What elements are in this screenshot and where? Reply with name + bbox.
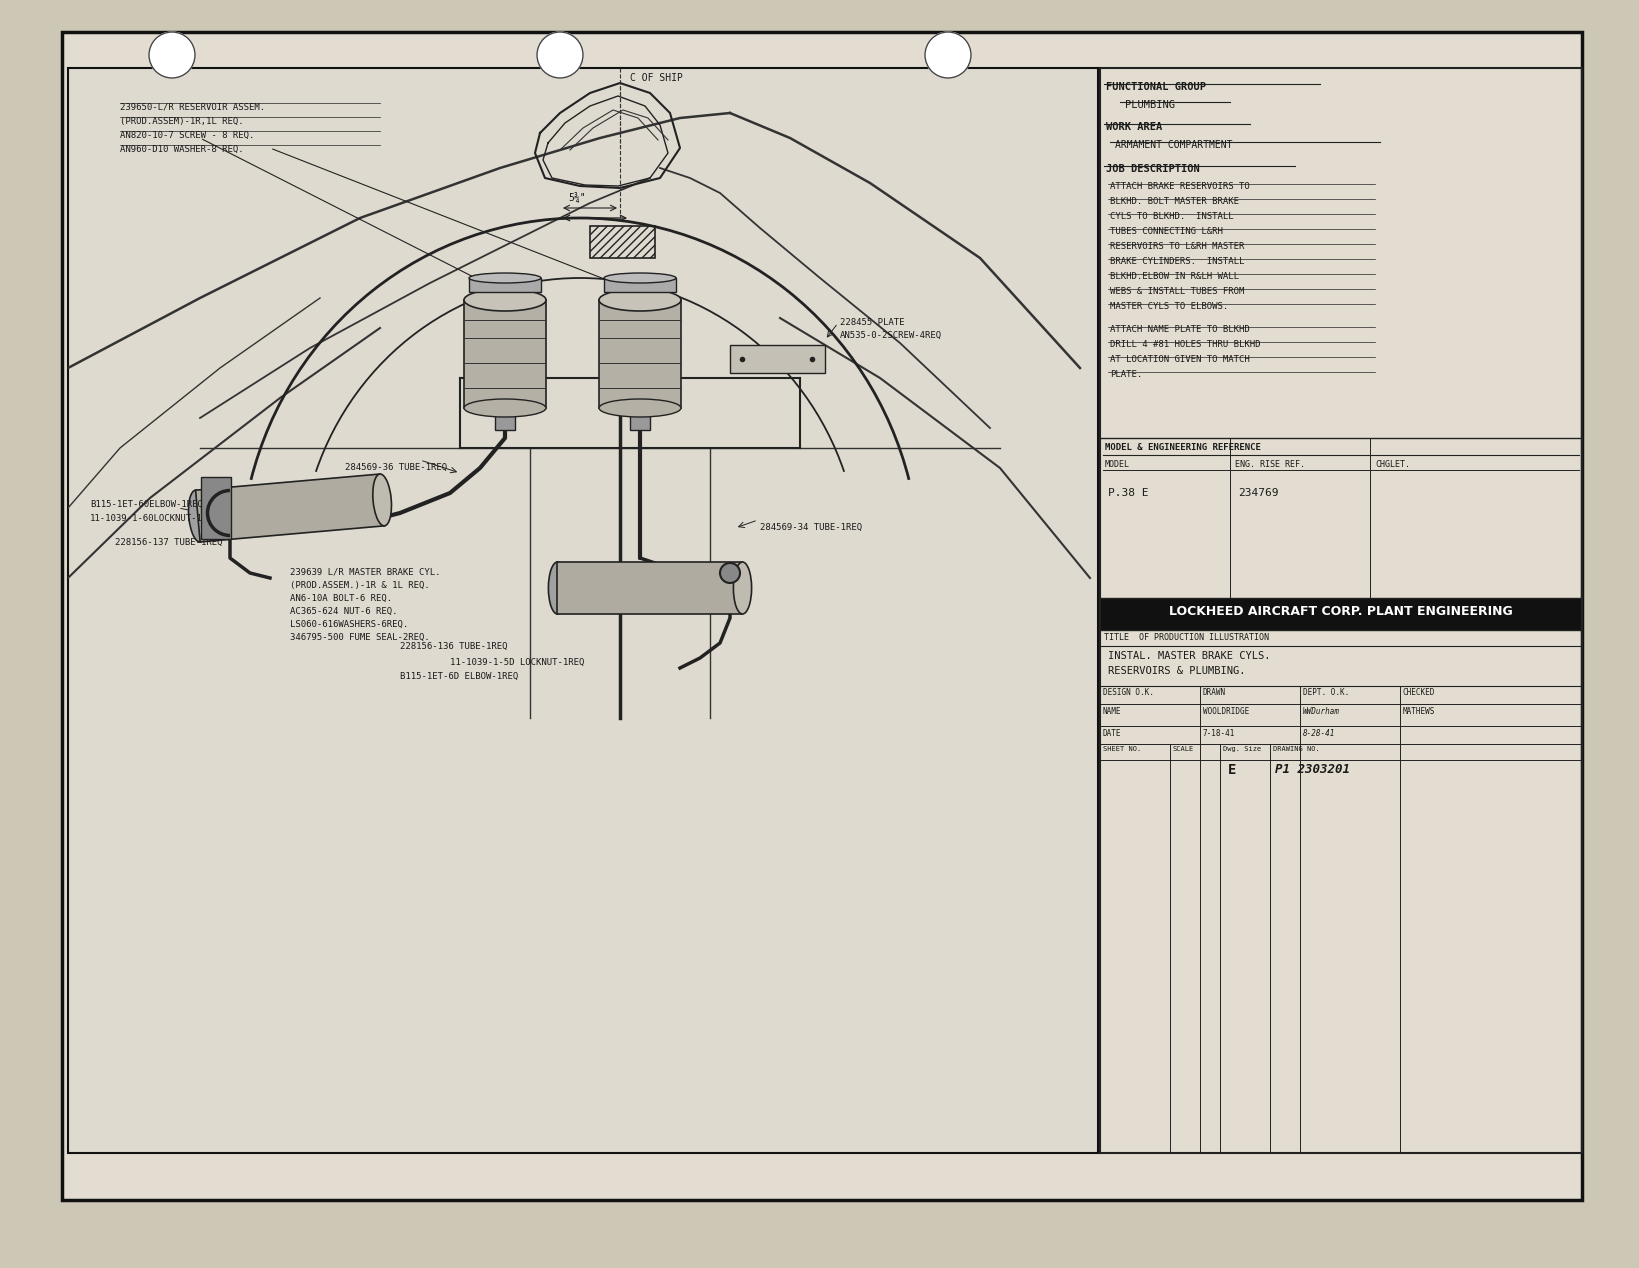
- Text: TITLE  OF PRODUCTION ILLUSTRATION: TITLE OF PRODUCTION ILLUSTRATION: [1103, 633, 1269, 642]
- Text: 234769: 234769: [1237, 488, 1278, 498]
- Text: WWDurham: WWDurham: [1303, 708, 1339, 716]
- Text: 239650-L/R RESERVOIR ASSEM.: 239650-L/R RESERVOIR ASSEM.: [120, 103, 266, 112]
- Text: 284569-34 TUBE-1REQ: 284569-34 TUBE-1REQ: [759, 522, 862, 533]
- Text: DRAWN: DRAWN: [1203, 689, 1226, 697]
- Text: LOCKHEED AIRCRAFT CORP. PLANT ENGINEERING: LOCKHEED AIRCRAFT CORP. PLANT ENGINEERIN…: [1169, 606, 1511, 619]
- Text: LS060-616WASHERS-6REQ.: LS060-616WASHERS-6REQ.: [290, 620, 408, 629]
- Text: P.38 E: P.38 E: [1108, 488, 1147, 498]
- Text: BRAKE CYLINDERS.  INSTALL: BRAKE CYLINDERS. INSTALL: [1110, 257, 1244, 266]
- Text: BLKHD. BOLT MASTER BRAKE: BLKHD. BOLT MASTER BRAKE: [1110, 197, 1237, 205]
- Bar: [672, 301, 680, 408]
- Text: NAME: NAME: [1103, 708, 1121, 716]
- Text: (PROD.ASSEM)-1R,1L REQ.: (PROD.ASSEM)-1R,1L REQ.: [120, 117, 244, 126]
- Ellipse shape: [188, 491, 207, 541]
- Bar: [598, 301, 680, 408]
- Polygon shape: [195, 474, 384, 541]
- Text: FUNCTIONAL GROUP: FUNCTIONAL GROUP: [1105, 82, 1205, 93]
- Text: TUBES CONNECTING L&RH: TUBES CONNECTING L&RH: [1110, 227, 1223, 236]
- Bar: [464, 301, 546, 408]
- Ellipse shape: [598, 399, 680, 417]
- Text: SCALE: SCALE: [1172, 746, 1193, 752]
- Bar: [495, 408, 515, 430]
- Text: 7-18-41: 7-18-41: [1203, 729, 1234, 738]
- Text: RESERVOIRS TO L&RH MASTER: RESERVOIRS TO L&RH MASTER: [1110, 242, 1244, 251]
- Text: Dwg. Size: Dwg. Size: [1223, 746, 1260, 752]
- Circle shape: [536, 32, 582, 79]
- Text: 8-28-41: 8-28-41: [1303, 729, 1334, 738]
- Bar: [538, 301, 546, 408]
- Bar: [67, 68, 1098, 1153]
- Text: 11-1039-1-5D LOCKNUT-1REQ: 11-1039-1-5D LOCKNUT-1REQ: [449, 658, 583, 667]
- Text: MODEL & ENGINEERING REFERENCE: MODEL & ENGINEERING REFERENCE: [1105, 443, 1260, 451]
- Ellipse shape: [733, 562, 751, 614]
- Text: WEBS & INSTALL TUBES FROM: WEBS & INSTALL TUBES FROM: [1110, 287, 1244, 295]
- Text: MASTER CYLS TO ELBOWS.: MASTER CYLS TO ELBOWS.: [1110, 302, 1228, 311]
- Text: 228455 PLATE: 228455 PLATE: [839, 318, 905, 327]
- Text: DESIGN O.K.: DESIGN O.K.: [1103, 689, 1154, 697]
- Text: AT LOCATION GIVEN TO MATCH: AT LOCATION GIVEN TO MATCH: [1110, 355, 1249, 364]
- Text: ATTACH BRAKE RESERVOIRS TO: ATTACH BRAKE RESERVOIRS TO: [1110, 183, 1249, 191]
- Text: 239639 L/R MASTER BRAKE CYL.: 239639 L/R MASTER BRAKE CYL.: [290, 568, 441, 577]
- Text: PLATE.: PLATE.: [1110, 370, 1141, 379]
- Text: DRILL 4 #81 HOLES THRU BLKHD: DRILL 4 #81 HOLES THRU BLKHD: [1110, 340, 1260, 349]
- Text: ARMAMENT COMPARTMENT: ARMAMENT COMPARTMENT: [1115, 139, 1233, 150]
- Text: (PROD.ASSEM.)-1R & 1L REQ.: (PROD.ASSEM.)-1R & 1L REQ.: [290, 581, 429, 590]
- Circle shape: [924, 32, 970, 79]
- Text: CHECKED: CHECKED: [1401, 689, 1434, 697]
- Bar: [729, 345, 824, 373]
- Bar: [1100, 598, 1582, 630]
- Text: JOB DESCRIPTION: JOB DESCRIPTION: [1105, 164, 1200, 174]
- Text: AN820-10-7 SCREW - 8 REQ.: AN820-10-7 SCREW - 8 REQ.: [120, 131, 254, 139]
- Ellipse shape: [720, 563, 739, 583]
- Text: 228156-137 TUBE-1REQ: 228156-137 TUBE-1REQ: [115, 538, 223, 547]
- Text: BLKHD.ELBOW IN R&LH WALL: BLKHD.ELBOW IN R&LH WALL: [1110, 273, 1237, 281]
- Text: MODEL: MODEL: [1105, 460, 1129, 469]
- Text: CHGLET.: CHGLET.: [1373, 460, 1410, 469]
- Text: AC365-624 NUT-6 REQ.: AC365-624 NUT-6 REQ.: [290, 607, 397, 616]
- Text: E: E: [1228, 763, 1236, 777]
- Text: SHEET NO.: SHEET NO.: [1103, 746, 1141, 752]
- Text: 346795-500 FUME SEAL-2REQ.: 346795-500 FUME SEAL-2REQ.: [290, 633, 429, 642]
- Text: C OF SHIP: C OF SHIP: [629, 74, 682, 82]
- Bar: [629, 408, 649, 430]
- Ellipse shape: [464, 399, 546, 417]
- Ellipse shape: [469, 273, 541, 283]
- Text: DEPT. O.K.: DEPT. O.K.: [1303, 689, 1349, 697]
- Ellipse shape: [603, 273, 675, 283]
- Text: CYLS TO BLKHD.  INSTALL: CYLS TO BLKHD. INSTALL: [1110, 212, 1233, 221]
- Text: WOOLDRIDGE: WOOLDRIDGE: [1203, 708, 1249, 716]
- Text: 228156-136 TUBE-1REQ: 228156-136 TUBE-1REQ: [400, 642, 506, 650]
- Text: 5¾": 5¾": [567, 193, 585, 204]
- Text: PLUMBING: PLUMBING: [1124, 100, 1174, 110]
- Text: INSTAL. MASTER BRAKE CYLS.: INSTAL. MASTER BRAKE CYLS.: [1108, 650, 1270, 661]
- Text: ENG. RISE REF.: ENG. RISE REF.: [1234, 460, 1305, 469]
- Text: DATE: DATE: [1103, 729, 1121, 738]
- Ellipse shape: [464, 289, 546, 311]
- Text: DRAWING NO.: DRAWING NO.: [1272, 746, 1319, 752]
- Text: 284569-36 TUBE-1REQ: 284569-36 TUBE-1REQ: [344, 463, 447, 472]
- Bar: [469, 278, 541, 292]
- Polygon shape: [557, 562, 742, 614]
- Ellipse shape: [372, 474, 392, 526]
- Text: AN960-D10 WASHER-8 REQ.: AN960-D10 WASHER-8 REQ.: [120, 145, 244, 153]
- Text: P1 2303201: P1 2303201: [1274, 763, 1349, 776]
- Circle shape: [149, 32, 195, 79]
- Text: AN6-10A BOLT-6 REQ.: AN6-10A BOLT-6 REQ.: [290, 593, 392, 604]
- Text: B115-1ET-6D ELBOW-1REQ: B115-1ET-6D ELBOW-1REQ: [400, 672, 518, 681]
- Text: ATTACH NAME PLATE TO BLKHD: ATTACH NAME PLATE TO BLKHD: [1110, 325, 1249, 333]
- Text: B115-1ET-60ELBOW-1REQ: B115-1ET-60ELBOW-1REQ: [90, 500, 203, 508]
- FancyBboxPatch shape: [202, 477, 231, 539]
- Ellipse shape: [547, 562, 565, 614]
- Text: AN535-0-2SCREW-4REQ: AN535-0-2SCREW-4REQ: [839, 331, 941, 340]
- Ellipse shape: [598, 289, 680, 311]
- Text: MATHEWS: MATHEWS: [1401, 708, 1434, 716]
- Bar: [590, 226, 654, 257]
- Text: RESERVOIRS & PLUMBING.: RESERVOIRS & PLUMBING.: [1108, 666, 1244, 676]
- Bar: [603, 278, 675, 292]
- Text: WORK AREA: WORK AREA: [1105, 122, 1162, 132]
- Text: 11-1039-1-60LOCKNUT-1REQ: 11-1039-1-60LOCKNUT-1REQ: [90, 514, 220, 522]
